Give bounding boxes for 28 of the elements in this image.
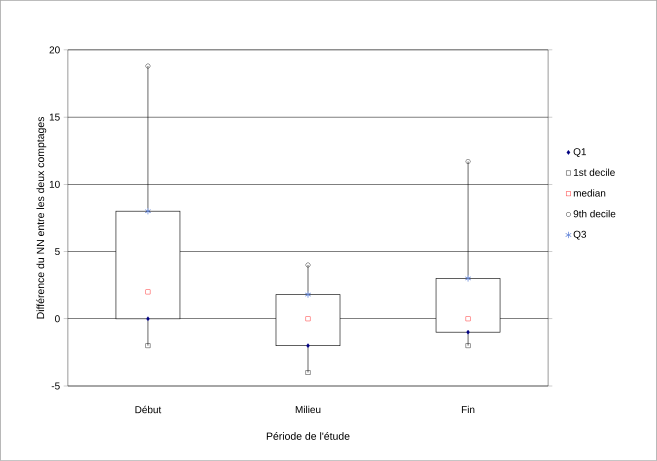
legend-label: 9th decile xyxy=(574,210,616,218)
point xyxy=(464,274,472,282)
point xyxy=(144,208,152,215)
point xyxy=(146,343,150,348)
point xyxy=(306,370,310,375)
point xyxy=(304,291,312,298)
y-tick-label: 20 xyxy=(50,46,60,54)
point xyxy=(146,290,150,294)
legend-label: Q1 xyxy=(574,148,586,158)
x-tick-label: Milieu xyxy=(296,406,320,414)
point xyxy=(466,316,470,322)
y-tick-label: -5 xyxy=(52,382,60,390)
point xyxy=(466,330,470,335)
y-tick-label: 10 xyxy=(50,180,60,188)
x-tick-label: Fin xyxy=(462,406,474,414)
legend-label: Q3 xyxy=(574,230,586,240)
legend-label: 1st decile xyxy=(574,168,615,176)
y-tick-label: 15 xyxy=(50,114,60,121)
y-tick-label: 5 xyxy=(55,248,60,256)
legend-label: median xyxy=(574,189,606,197)
x-tick-label: Début xyxy=(135,406,162,414)
point xyxy=(306,316,310,322)
x-axis-title: Période de l'étude xyxy=(266,432,350,440)
y-axis-title: Différence du NN entre les deux comptages xyxy=(36,117,46,319)
point xyxy=(146,316,150,322)
y-tick-label: 0 xyxy=(55,315,60,322)
point xyxy=(306,343,310,348)
point xyxy=(466,343,470,348)
